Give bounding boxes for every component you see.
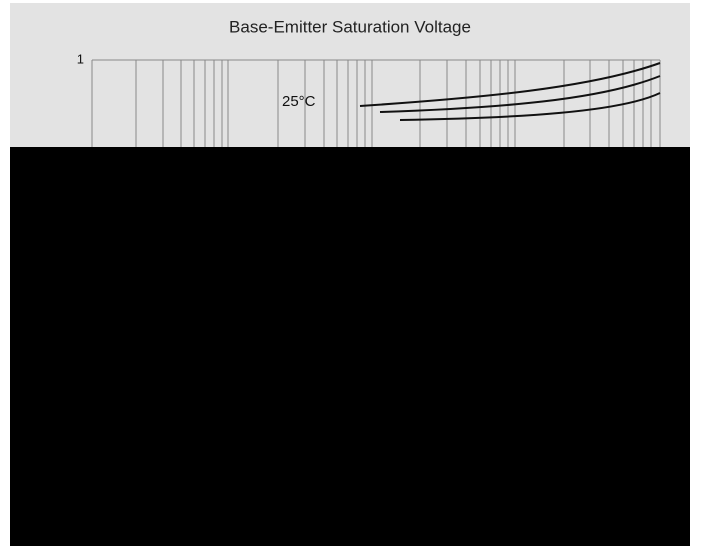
chart-title: Base-Emitter Saturation Voltage	[229, 17, 471, 36]
screenshot: Base-Emitter Saturation Voltage	[0, 0, 701, 546]
curve-label: 25°C	[282, 93, 316, 110]
y-tick-label: 1	[77, 51, 84, 66]
black-region	[10, 147, 690, 546]
page: Base-Emitter Saturation Voltage	[0, 0, 701, 546]
